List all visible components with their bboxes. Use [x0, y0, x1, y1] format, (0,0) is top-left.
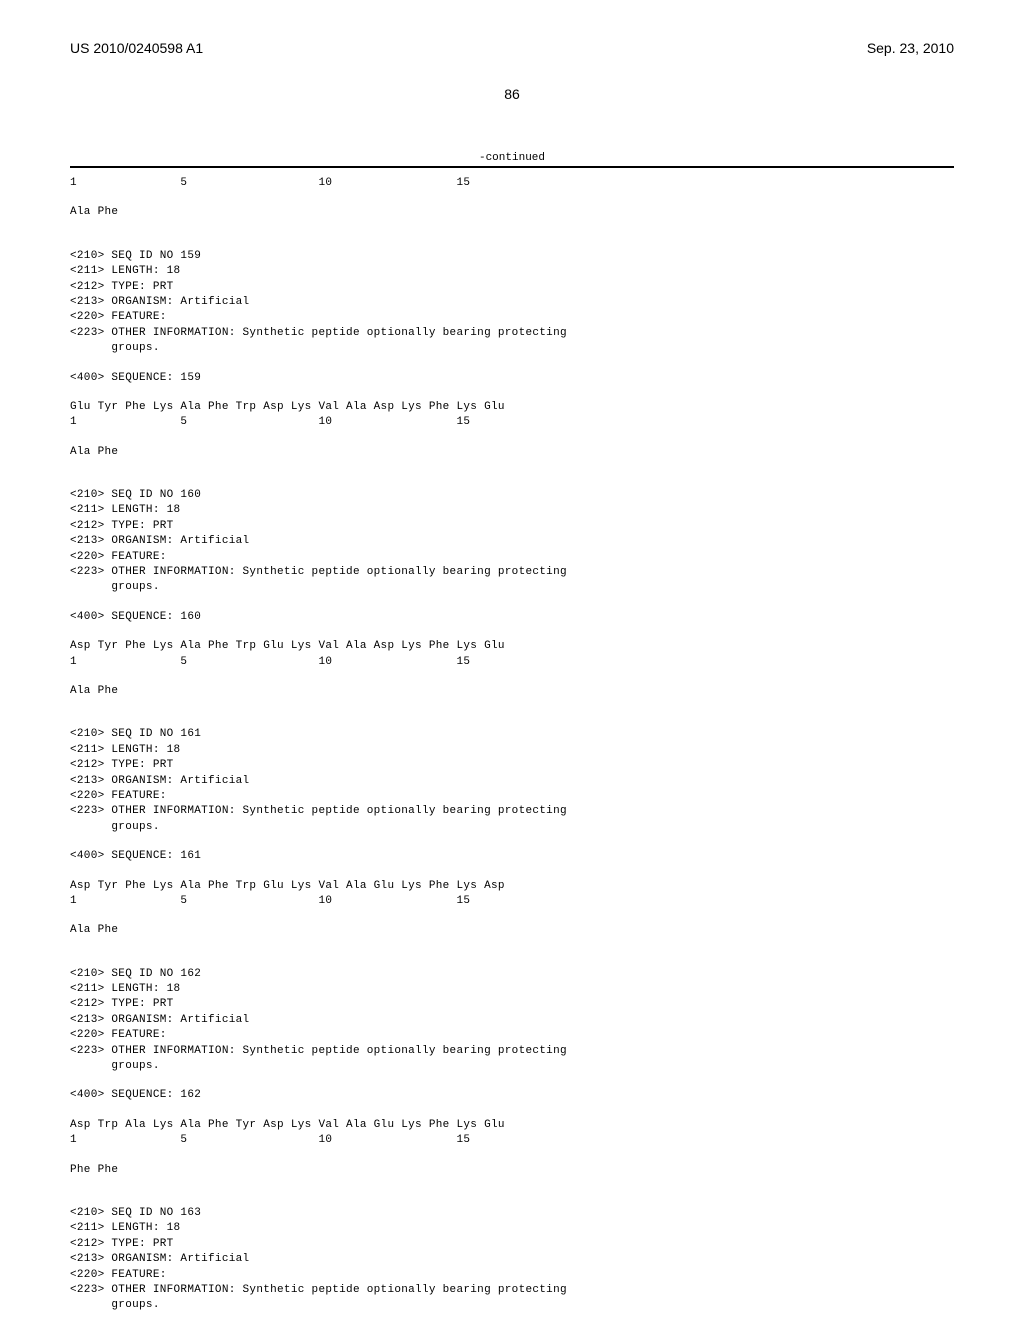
residues: Asp Trp Ala Lys Ala Phe Tyr Asp Lys Val … — [70, 1118, 954, 1133]
seq-other-info: <223> OTHER INFORMATION: Synthetic pepti… — [70, 1044, 954, 1059]
doc-date: Sep. 23, 2010 — [867, 40, 954, 56]
seq-other-info-cont: groups. — [70, 580, 954, 595]
seq-feature: <220> FEATURE: — [70, 1028, 954, 1043]
seq-other-info-cont: groups. — [70, 820, 954, 835]
first-position-line: 1 5 10 15 — [70, 176, 954, 191]
seq-other-info: <223> OTHER INFORMATION: Synthetic pepti… — [70, 804, 954, 819]
seq-tag: <400> SEQUENCE: 162 — [70, 1088, 954, 1103]
seq-tag: <400> SEQUENCE: 161 — [70, 849, 954, 864]
seq-residues-block: Asp Tyr Phe Lys Ala Phe Trp Glu Lys Val … — [70, 879, 954, 910]
first-tail: Ala Phe — [70, 205, 954, 220]
seq-organism: <213> ORGANISM: Artificial — [70, 1013, 954, 1028]
doc-number: US 2010/0240598 A1 — [70, 40, 203, 56]
seq-other-info-cont: groups. — [70, 341, 954, 356]
sequence-tag: <400> SEQUENCE: 159 — [70, 371, 954, 386]
seq-organism: <213> ORGANISM: Artificial — [70, 534, 954, 549]
seq-other-info-cont: groups. — [70, 1298, 954, 1313]
seq-other-info: <223> OTHER INFORMATION: Synthetic pepti… — [70, 1283, 954, 1298]
seq-organism: <213> ORGANISM: Artificial — [70, 1252, 954, 1267]
seq-other-info-cont: groups. — [70, 1059, 954, 1074]
seq-type: <212> TYPE: PRT — [70, 997, 954, 1012]
sequence-tag: <400> SEQUENCE: 162 — [70, 1088, 954, 1103]
position-numbers: 1 5 10 15 — [70, 415, 954, 430]
residue-tail: Ala Phe — [70, 923, 954, 938]
seq-header-block: <210> SEQ ID NO 161 <211> LENGTH: 18 <21… — [70, 727, 954, 835]
residues: Asp Tyr Phe Lys Ala Phe Trp Glu Lys Val … — [70, 879, 954, 894]
seq-feature: <220> FEATURE: — [70, 310, 954, 325]
seq-residues-block: Glu Tyr Phe Lys Ala Phe Trp Asp Lys Val … — [70, 400, 954, 431]
seq-type: <212> TYPE: PRT — [70, 1237, 954, 1252]
seq-length: <211> LENGTH: 18 — [70, 264, 954, 279]
residue-tail: Ala Phe — [70, 684, 954, 699]
seq-id: <210> SEQ ID NO 163 — [70, 1206, 954, 1221]
seq-feature: <220> FEATURE: — [70, 550, 954, 565]
sequence-tag: <400> SEQUENCE: 160 — [70, 610, 954, 625]
seq-tail: Ala Phe — [70, 445, 954, 460]
sequence-tag: <400> SEQUENCE: 161 — [70, 849, 954, 864]
seq-tail: Ala Phe — [70, 684, 954, 699]
seq-tail: Ala Phe — [70, 923, 954, 938]
seq-residues-block: Asp Trp Ala Lys Ala Phe Tyr Asp Lys Val … — [70, 1118, 954, 1149]
residues: Asp Tyr Phe Lys Ala Phe Trp Glu Lys Val … — [70, 639, 954, 654]
position-numbers: 1 5 10 15 — [70, 894, 954, 909]
seq-id: <210> SEQ ID NO 160 — [70, 488, 954, 503]
seq-header-block: <210> SEQ ID NO 159 <211> LENGTH: 18 <21… — [70, 249, 954, 357]
residue-tail: Ala Phe — [70, 445, 954, 460]
seq-length: <211> LENGTH: 18 — [70, 503, 954, 518]
position-numbers: 1 5 10 15 — [70, 655, 954, 670]
seq-organism: <213> ORGANISM: Artificial — [70, 295, 954, 310]
seq-type: <212> TYPE: PRT — [70, 280, 954, 295]
divider — [70, 166, 954, 168]
position-numbers: 1 5 10 15 — [70, 176, 954, 191]
page-number: 86 — [70, 86, 954, 102]
seq-id: <210> SEQ ID NO 162 — [70, 967, 954, 982]
seq-residues-block: Asp Tyr Phe Lys Ala Phe Trp Glu Lys Val … — [70, 639, 954, 670]
seq-tag: <400> SEQUENCE: 160 — [70, 610, 954, 625]
residues: Glu Tyr Phe Lys Ala Phe Trp Asp Lys Val … — [70, 400, 954, 415]
seq-id: <210> SEQ ID NO 161 — [70, 727, 954, 742]
continued-label: -continued — [70, 152, 954, 164]
residue-tail: Ala Phe — [70, 205, 954, 220]
seq-type: <212> TYPE: PRT — [70, 758, 954, 773]
seq-header-block: <210> SEQ ID NO 163 <211> LENGTH: 18 <21… — [70, 1206, 954, 1314]
page-header: US 2010/0240598 A1 Sep. 23, 2010 — [70, 40, 954, 56]
seq-organism: <213> ORGANISM: Artificial — [70, 774, 954, 789]
seq-feature: <220> FEATURE: — [70, 789, 954, 804]
seq-header-block: <210> SEQ ID NO 162 <211> LENGTH: 18 <21… — [70, 967, 954, 1075]
seq-other-info: <223> OTHER INFORMATION: Synthetic pepti… — [70, 326, 954, 341]
seq-length: <211> LENGTH: 18 — [70, 982, 954, 997]
seq-length: <211> LENGTH: 18 — [70, 743, 954, 758]
seq-tail: Phe Phe — [70, 1163, 954, 1178]
seq-other-info: <223> OTHER INFORMATION: Synthetic pepti… — [70, 565, 954, 580]
seq-tag: <400> SEQUENCE: 159 — [70, 371, 954, 386]
seq-id: <210> SEQ ID NO 159 — [70, 249, 954, 264]
seq-feature: <220> FEATURE: — [70, 1268, 954, 1283]
position-numbers: 1 5 10 15 — [70, 1133, 954, 1148]
seq-type: <212> TYPE: PRT — [70, 519, 954, 534]
seq-length: <211> LENGTH: 18 — [70, 1221, 954, 1236]
seq-header-block: <210> SEQ ID NO 160 <211> LENGTH: 18 <21… — [70, 488, 954, 596]
residue-tail: Phe Phe — [70, 1163, 954, 1178]
